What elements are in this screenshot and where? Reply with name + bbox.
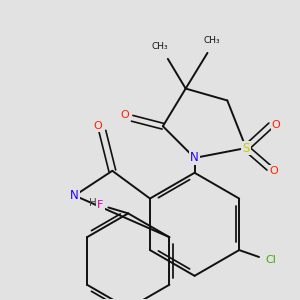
Text: CH₃: CH₃ (203, 36, 220, 45)
Text: N: N (190, 152, 199, 164)
Text: S: S (242, 142, 250, 154)
Text: Cl: Cl (266, 255, 276, 265)
Text: H: H (88, 199, 96, 208)
Text: O: O (272, 120, 280, 130)
Text: O: O (269, 166, 278, 176)
Text: O: O (93, 121, 102, 131)
Text: N: N (70, 189, 79, 202)
Text: F: F (97, 200, 104, 211)
Text: O: O (121, 110, 130, 120)
Text: CH₃: CH₃ (152, 42, 168, 51)
